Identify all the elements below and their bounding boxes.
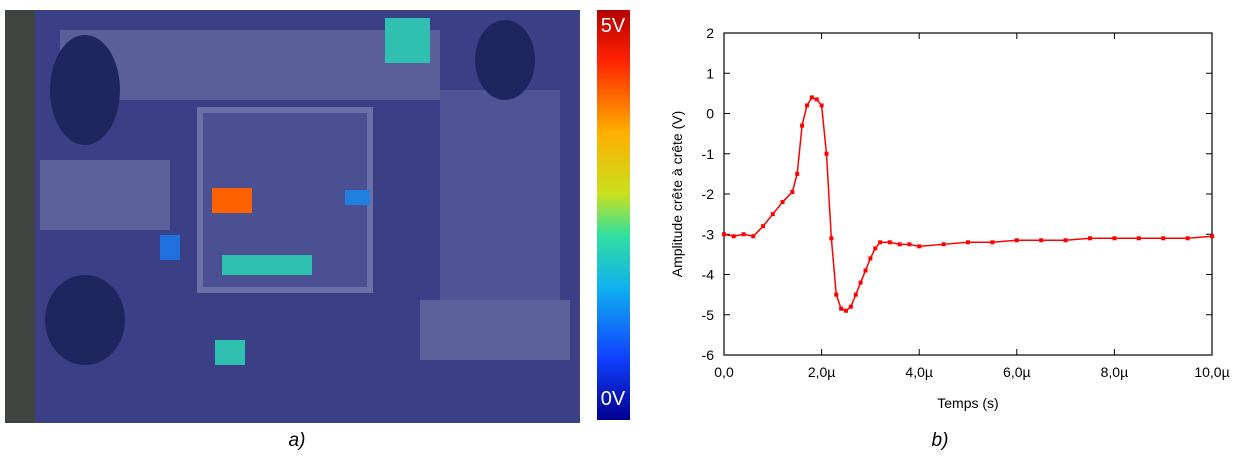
data-line (723, 96, 1213, 312)
colorbar (597, 10, 630, 420)
data-point (917, 244, 922, 249)
y-tick-label: -1 (702, 146, 715, 162)
data-point (824, 151, 829, 156)
x-tick-label: 4,0µ (905, 364, 933, 380)
data-point (1185, 236, 1190, 241)
data-point (1112, 236, 1117, 241)
y-tick-label: -3 (702, 226, 715, 242)
y-axis-label: Amplitude crête à crête (V) (669, 111, 685, 278)
data-point (966, 240, 970, 245)
data-point (863, 268, 868, 273)
data-point (722, 232, 726, 237)
y-tick-label: -2 (702, 186, 715, 202)
data-point (829, 236, 834, 241)
x-axis-label: Temps (s) (937, 395, 998, 411)
data-point (868, 256, 873, 261)
x-tick-label: 10,0µ (1194, 364, 1229, 380)
data-point (878, 240, 883, 245)
y-tick-label: -4 (702, 267, 715, 283)
caption-b: b) (932, 430, 949, 451)
data-point (809, 95, 814, 100)
plot-frame (723, 32, 1213, 356)
data-point (800, 123, 805, 128)
data-point (819, 103, 824, 108)
data-point (887, 240, 892, 245)
data-point (897, 242, 902, 247)
x-tick-label: 0,0 (714, 364, 734, 380)
chip-image (5, 10, 580, 423)
data-point (941, 242, 946, 247)
data-point (780, 200, 785, 205)
y-tick-label: -6 (702, 347, 715, 363)
data-point (790, 189, 795, 194)
data-point (1063, 238, 1068, 243)
data-point (848, 304, 853, 309)
data-point (1136, 236, 1141, 241)
data-point (795, 171, 800, 176)
data-point (741, 232, 746, 237)
data-point (839, 306, 844, 311)
data-point (1014, 238, 1019, 243)
data-point (858, 280, 863, 285)
colorbar-min: 0V (601, 388, 626, 410)
data-point (814, 97, 819, 102)
data-point (1210, 234, 1214, 239)
data-point (1088, 236, 1092, 241)
data-point (844, 308, 848, 313)
data-point (770, 212, 775, 217)
data-point (834, 292, 839, 297)
data-point (1039, 238, 1044, 243)
data-point (731, 234, 736, 239)
data-point (761, 224, 766, 229)
y-tick-label: -5 (702, 307, 715, 323)
y-tick-label: 1 (706, 65, 714, 81)
x-tick-label: 8,0µ (1101, 364, 1129, 380)
y-tick-label: 2 (706, 25, 714, 41)
colorbar-max: 5V (601, 15, 626, 37)
x-tick-label: 6,0µ (1003, 364, 1031, 380)
data-point (1161, 236, 1166, 241)
data-point (751, 234, 756, 239)
data-point (990, 240, 995, 245)
data-point (873, 246, 878, 251)
caption-a: a) (289, 430, 306, 451)
data-point (907, 242, 912, 247)
x-tick-label: 2,0µ (808, 364, 836, 380)
data-point (853, 292, 858, 297)
data-point (804, 103, 809, 108)
y-tick-label: 0 (706, 106, 714, 122)
